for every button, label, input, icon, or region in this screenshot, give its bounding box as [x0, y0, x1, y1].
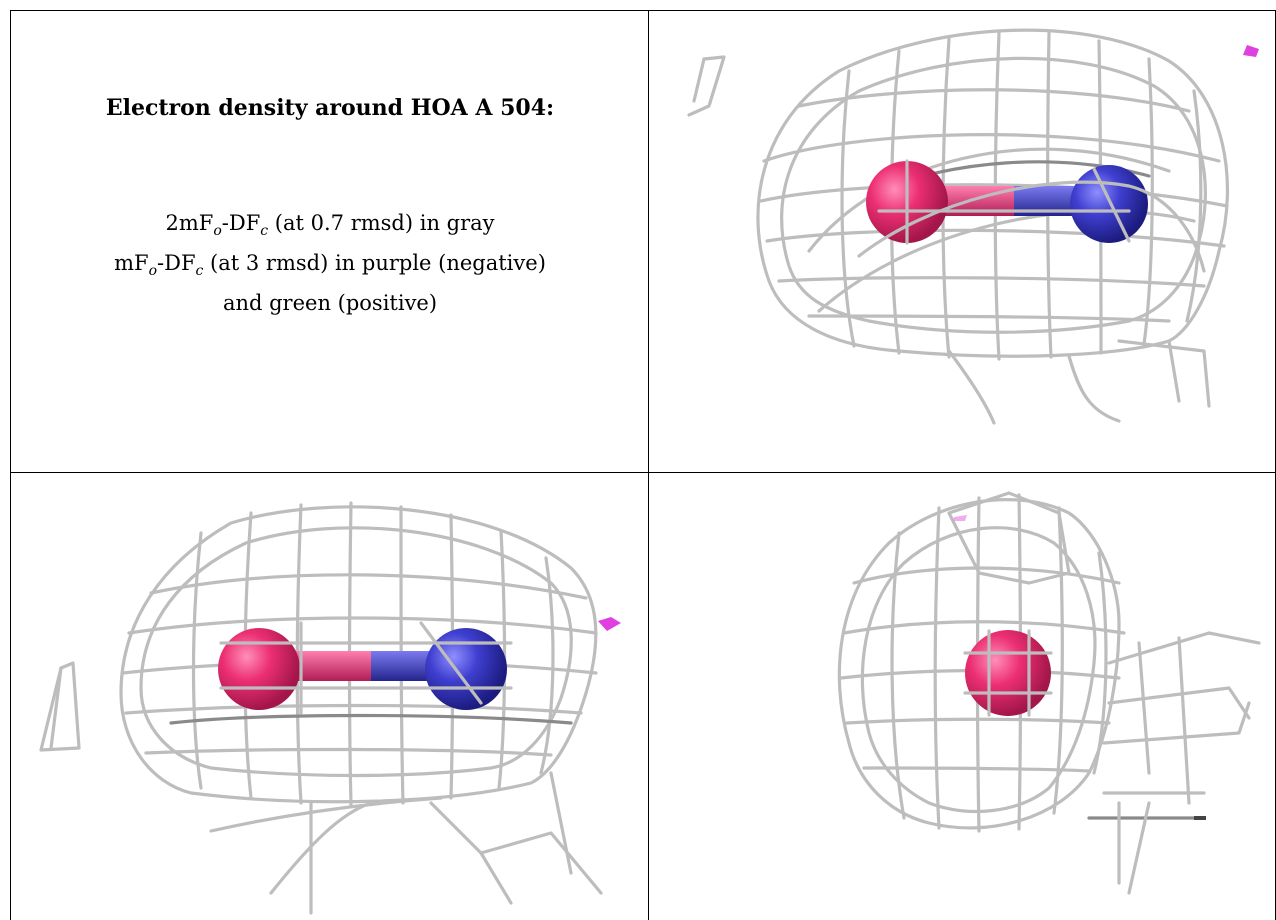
caption-cell: Electron density around HOA A 504: 2mFo-…: [10, 10, 649, 473]
mesh-edge-mark: [1194, 816, 1206, 820]
oxygen-atom-2: [218, 628, 300, 710]
oxygen-atom-3: [965, 630, 1051, 716]
negative-density-blob-2: [598, 617, 621, 631]
density-render-2: [39, 501, 621, 915]
nitrogen-atom: [1070, 165, 1148, 243]
legend-line-fofc: mFo-DFc (at 3 rmsd) in purple (negative): [114, 251, 546, 280]
view-side-1: [648, 10, 1276, 473]
nitrogen-atom-2: [425, 628, 507, 710]
mesh-2fofc-2: [39, 501, 603, 915]
density-render-3: [837, 491, 1261, 895]
legend-line-2fofc: 2mFo-DFc (at 0.7 rmsd) in gray: [165, 211, 495, 240]
figure-heading: Electron density around HOA A 504:: [105, 95, 555, 121]
negative-density-blob-3: [953, 515, 967, 521]
mesh-2fofc: [687, 28, 1230, 425]
map-legend: 2mFo-DFc (at 0.7 rmsd) in gray mFo-DFc (…: [11, 207, 649, 319]
density-render-1: [687, 28, 1259, 425]
view-side-2: [10, 472, 649, 920]
density-figure-grid: Electron density around HOA A 504: 2mFo-…: [10, 10, 1276, 920]
mesh-2fofc-3: [837, 491, 1261, 895]
view-end-on: [648, 472, 1276, 920]
legend-line-colors: and green (positive): [222, 291, 438, 316]
negative-density-blob: [1243, 45, 1259, 57]
